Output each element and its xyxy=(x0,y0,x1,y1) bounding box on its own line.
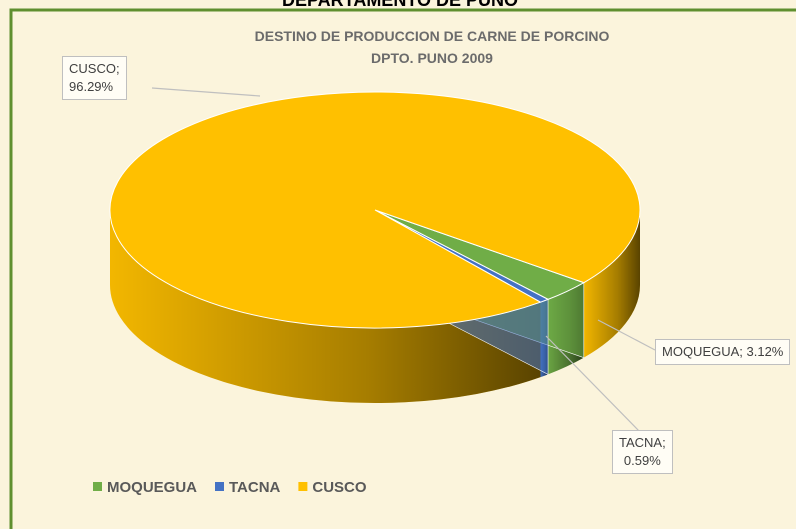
legend-swatch xyxy=(93,482,102,491)
leader-line xyxy=(151,87,261,97)
slice-side-shade xyxy=(583,210,640,358)
legend-swatch xyxy=(215,482,224,491)
chart-subtitle: DPTO. PUNO 2009 xyxy=(371,50,493,66)
page-heading: DEPARTAMENTO DE PUNO xyxy=(282,0,518,10)
pie xyxy=(109,91,641,403)
leader-line xyxy=(597,319,656,351)
slice xyxy=(109,91,641,329)
frame xyxy=(9,8,796,529)
data-label: MOQUEGUA; 3.12% xyxy=(655,339,791,365)
slice-side-shade xyxy=(110,210,541,403)
legend: MOQUEGUA TACNA CUSCO xyxy=(93,479,367,496)
chart-title: DESTINO DE PRODUCCION DE CARNE DE PORCIN… xyxy=(255,28,610,44)
legend-swatch xyxy=(298,482,308,491)
data-label: CUSCO; 96.29% xyxy=(62,56,127,100)
legend-label: MOQUEGUA xyxy=(107,479,197,496)
leader-line xyxy=(545,335,641,433)
legend-label: CUSCO xyxy=(312,479,367,496)
leader-lines xyxy=(151,87,656,433)
data-label: TACNA; 0.59% xyxy=(612,430,673,474)
legend-label: TACNA xyxy=(229,479,281,496)
